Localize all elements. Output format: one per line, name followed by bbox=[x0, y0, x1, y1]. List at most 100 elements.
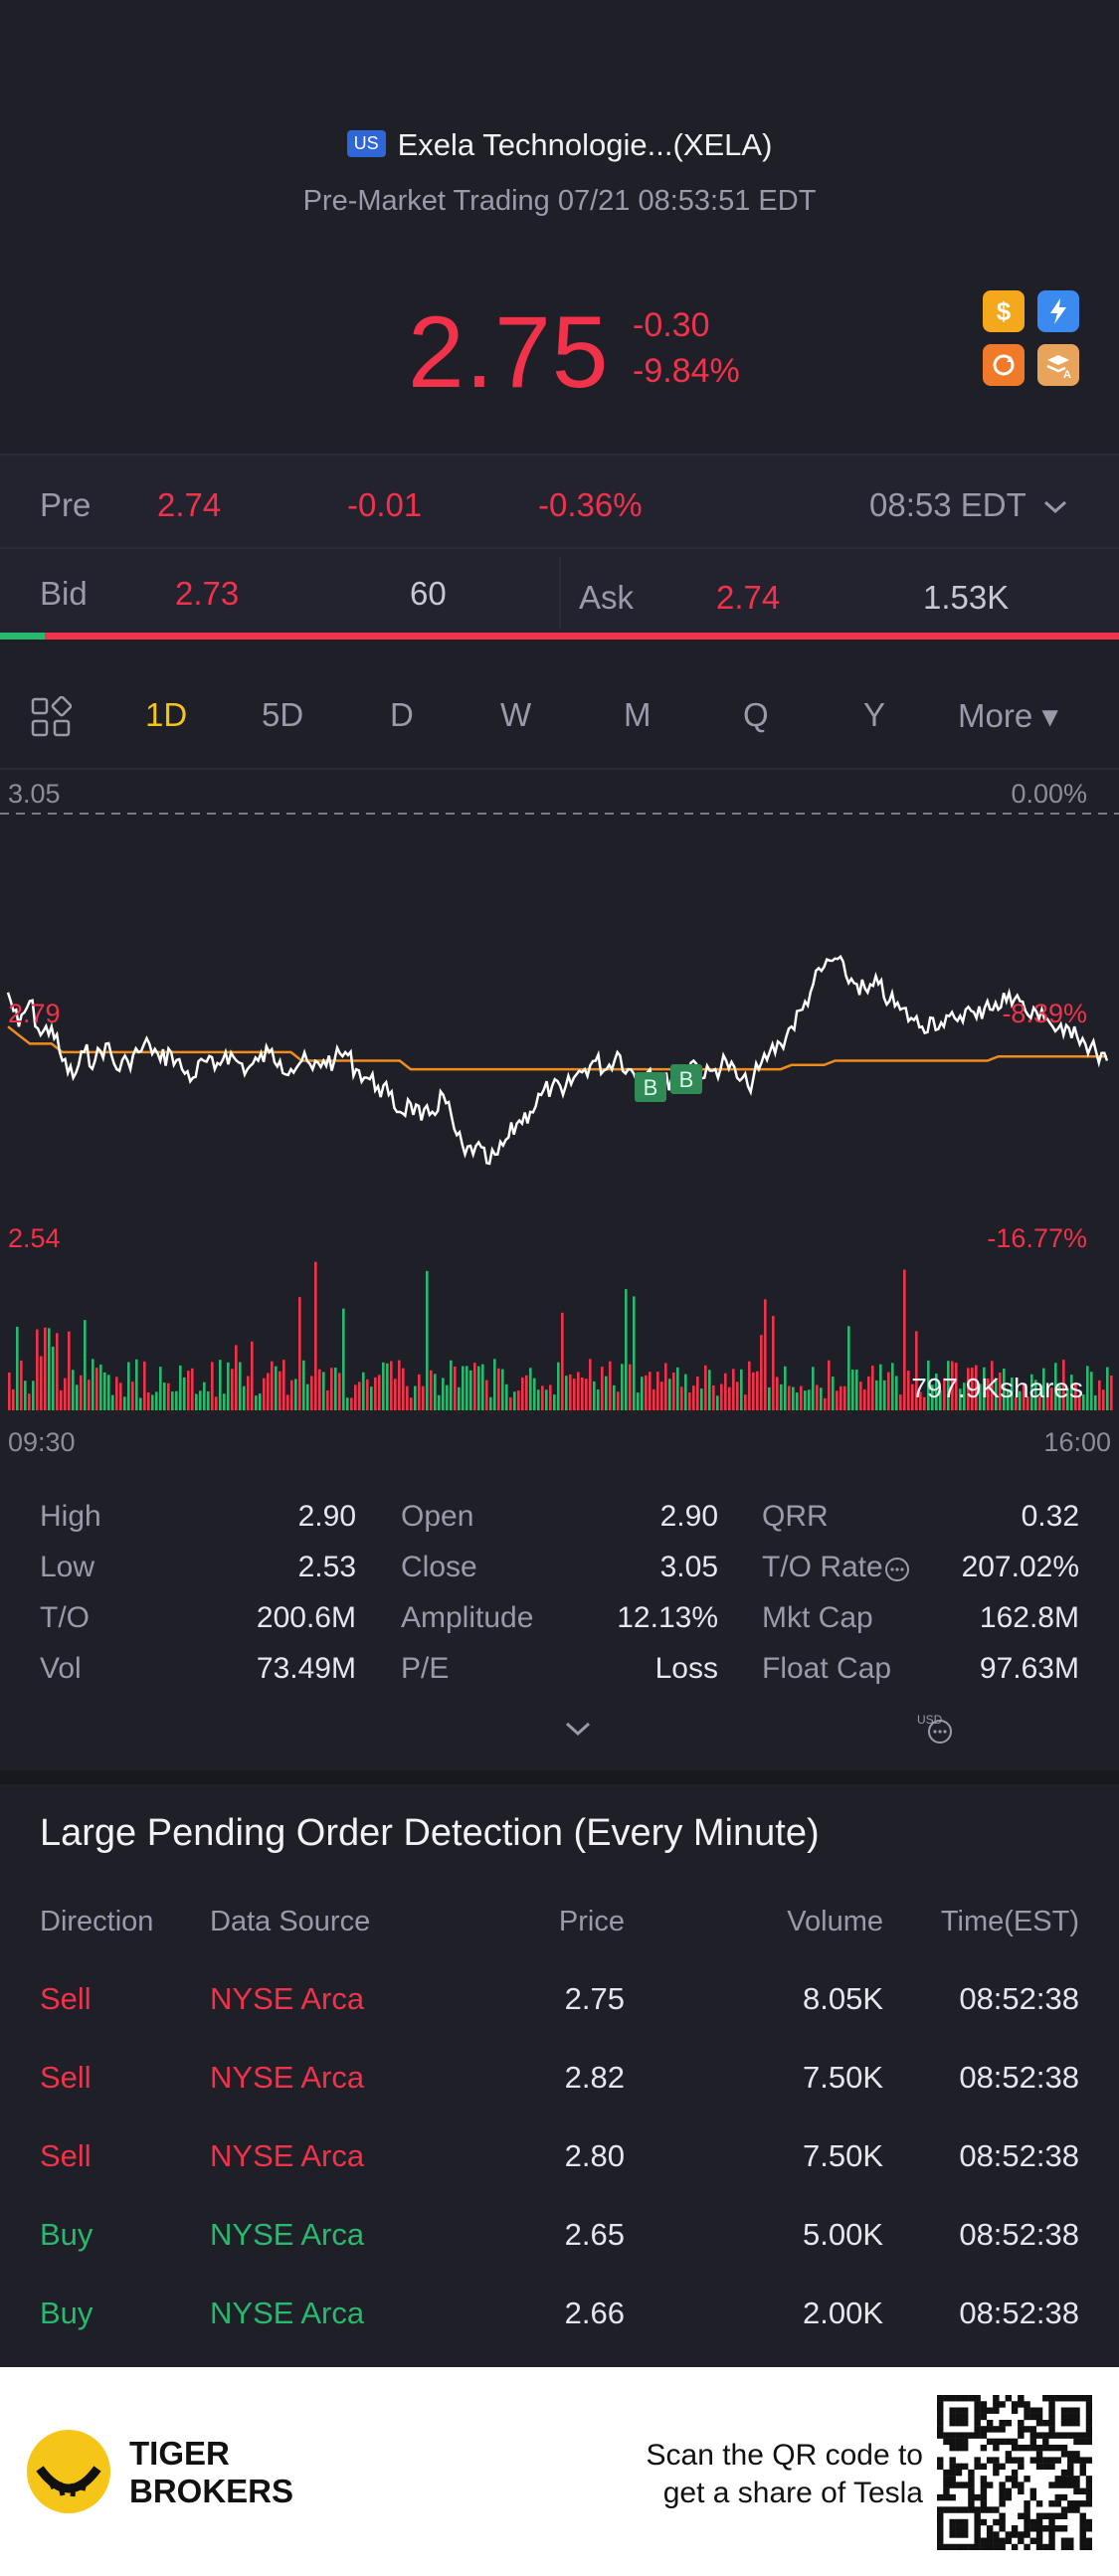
volume-bar bbox=[84, 1320, 87, 1410]
info-icon[interactable] bbox=[884, 1557, 910, 1587]
qr-code[interactable] bbox=[937, 2395, 1093, 2555]
volume-bar bbox=[469, 1370, 472, 1410]
volume-bar bbox=[338, 1373, 341, 1410]
dollar-icon[interactable]: $ bbox=[983, 290, 1025, 332]
volume-bar bbox=[855, 1369, 858, 1410]
volume-bar bbox=[581, 1377, 584, 1410]
volume-bar bbox=[195, 1393, 198, 1410]
volume-bar bbox=[32, 1380, 35, 1410]
layers-a-icon[interactable]: A bbox=[1037, 344, 1079, 386]
tab-1d[interactable]: 1D bbox=[145, 696, 188, 733]
volume-bar bbox=[509, 1396, 512, 1410]
volume-bar bbox=[354, 1384, 357, 1410]
volume-bar bbox=[911, 1383, 914, 1410]
volume-bar bbox=[286, 1394, 289, 1410]
volume-bar bbox=[975, 1365, 978, 1410]
volume-bar bbox=[191, 1368, 194, 1410]
volume-bar bbox=[44, 1327, 47, 1410]
lightning-icon[interactable] bbox=[1037, 290, 1079, 332]
volume-bar bbox=[553, 1394, 556, 1410]
volume-bar bbox=[991, 1361, 994, 1410]
volume-bar bbox=[899, 1394, 902, 1410]
volume-bar bbox=[979, 1383, 982, 1410]
volume-bar bbox=[1015, 1396, 1018, 1410]
volume-bar bbox=[28, 1393, 31, 1410]
tab-y[interactable]: Y bbox=[863, 696, 886, 733]
volume-bar bbox=[159, 1367, 162, 1410]
intraday-chart[interactable]: B B 3.05 0.00% 2.79 -8.39% 2.54 -16.77% … bbox=[0, 0, 1119, 1492]
volume-bar bbox=[1023, 1382, 1026, 1410]
volume-bar bbox=[577, 1372, 580, 1410]
volume-bar bbox=[263, 1378, 266, 1410]
volume-bar bbox=[92, 1359, 94, 1410]
order-direction: Sell bbox=[40, 2138, 92, 2173]
tab-w[interactable]: W bbox=[500, 696, 532, 733]
order-time: 08:52:38 bbox=[959, 2138, 1079, 2173]
volume-bar bbox=[573, 1379, 576, 1410]
pre-change-pct: -0.36% bbox=[538, 486, 643, 523]
volume-bar bbox=[422, 1385, 425, 1410]
volume-bar bbox=[135, 1359, 138, 1410]
volume-bar bbox=[943, 1378, 946, 1410]
volume-bar bbox=[505, 1383, 508, 1410]
volume-bar bbox=[851, 1369, 854, 1410]
stat-value: 12.13% bbox=[617, 1601, 718, 1634]
stat-value: 2.53 bbox=[297, 1551, 356, 1583]
pre-price: 2.74 bbox=[157, 486, 222, 523]
volume-bar bbox=[155, 1391, 158, 1410]
volume-bar bbox=[414, 1385, 417, 1410]
volume-bar bbox=[871, 1366, 874, 1410]
volume-bar bbox=[796, 1392, 799, 1410]
sync-icon[interactable] bbox=[983, 344, 1025, 386]
stock-title[interactable]: US Exela Technologie...(XELA) bbox=[0, 127, 1119, 163]
volume-bar bbox=[545, 1389, 548, 1410]
tab-q[interactable]: Q bbox=[743, 696, 769, 733]
buy-marker[interactable]: B bbox=[635, 1072, 666, 1102]
volume-bar bbox=[282, 1360, 285, 1410]
promo-footer: TIGER BROKERS Scan the QR code to get a … bbox=[0, 2367, 1119, 2576]
tab-5d[interactable]: 5D bbox=[262, 696, 304, 733]
volume-bar bbox=[859, 1381, 862, 1410]
volume-bar bbox=[537, 1389, 540, 1410]
cta-line-1: Scan the QR code to bbox=[646, 2439, 924, 2472]
volume-bar bbox=[481, 1364, 484, 1410]
grid-icon[interactable] bbox=[30, 695, 73, 743]
volume-bar bbox=[143, 1361, 146, 1410]
volume-bar bbox=[52, 1346, 55, 1410]
order-price: 2.80 bbox=[564, 2138, 625, 2173]
volume-bar bbox=[971, 1368, 974, 1410]
volume-bar bbox=[119, 1382, 122, 1410]
tab-more[interactable]: More ▾ bbox=[958, 697, 1058, 734]
volume-bar bbox=[219, 1360, 222, 1410]
volume-bar bbox=[179, 1365, 182, 1410]
volume-bar bbox=[836, 1390, 839, 1410]
buy-marker[interactable]: B bbox=[670, 1064, 702, 1094]
order-volume: 5.00K bbox=[802, 2217, 883, 2252]
volume-bar bbox=[1054, 1363, 1057, 1410]
expand-chevron-icon[interactable] bbox=[563, 1719, 593, 1744]
volume-bar bbox=[740, 1369, 743, 1410]
volume-bar bbox=[462, 1366, 465, 1410]
volume-bar bbox=[8, 1373, 11, 1410]
tab-d[interactable]: D bbox=[390, 696, 414, 733]
volume-bar bbox=[80, 1375, 83, 1410]
volume-bar bbox=[549, 1384, 552, 1410]
order-source: NYSE Arca bbox=[210, 2060, 365, 2095]
pre-time-select[interactable]: 08:53 EDT bbox=[869, 486, 1068, 524]
volume-bar bbox=[517, 1390, 520, 1410]
tab-m[interactable]: M bbox=[624, 696, 652, 733]
volume-bar bbox=[565, 1376, 568, 1410]
stat-label: Vol bbox=[40, 1652, 82, 1685]
volume-label: 797.9Kshares bbox=[911, 1373, 1083, 1403]
volume-bar bbox=[541, 1385, 544, 1410]
volume-bar bbox=[1106, 1367, 1109, 1410]
volume-bars bbox=[8, 1261, 1113, 1410]
volume-bar bbox=[366, 1379, 369, 1410]
volume-bar bbox=[951, 1361, 954, 1410]
volume-bar bbox=[485, 1380, 488, 1410]
info-icon[interactable] bbox=[927, 1719, 953, 1749]
volume-bar bbox=[887, 1372, 890, 1410]
volume-bar bbox=[72, 1370, 75, 1410]
volume-bar bbox=[227, 1362, 230, 1410]
volume-bar bbox=[60, 1389, 63, 1410]
